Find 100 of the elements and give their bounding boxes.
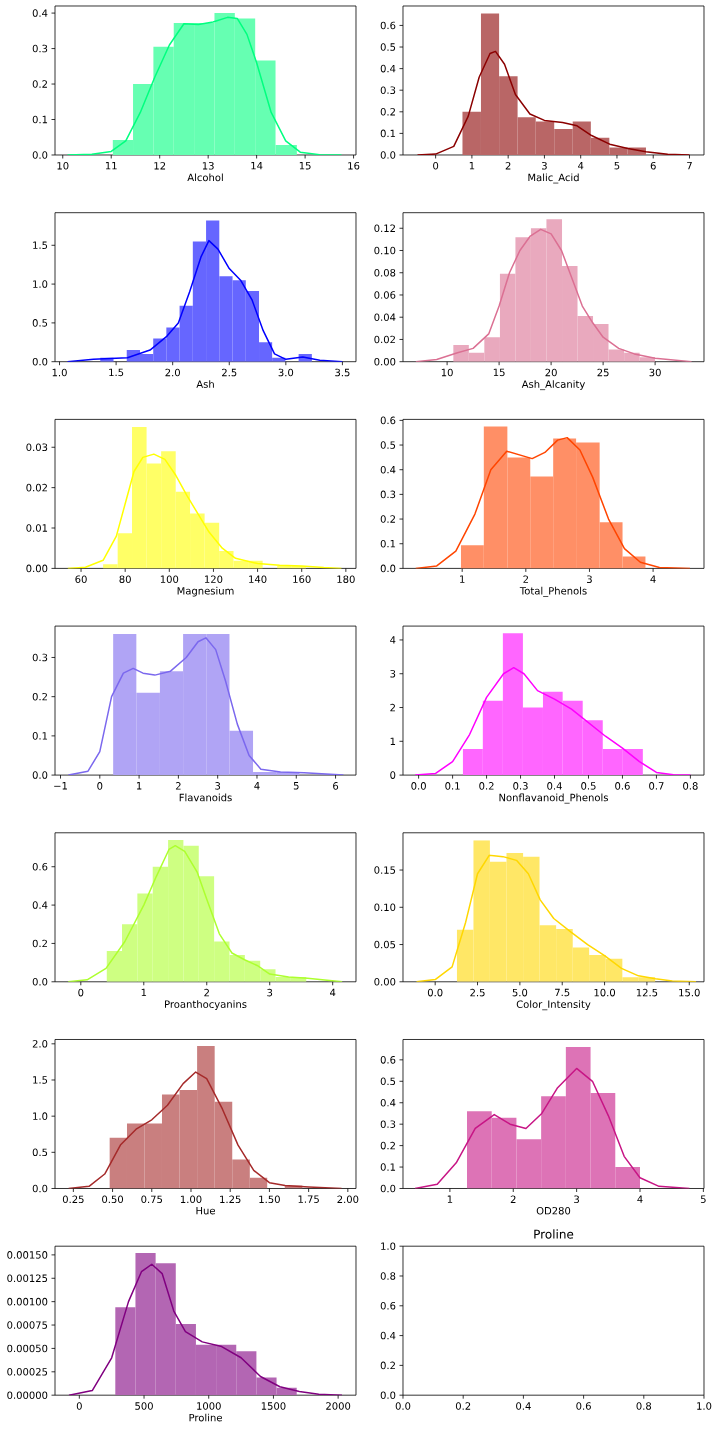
x-tick-label: 3 <box>215 782 221 790</box>
y-tick-label: 0.5 <box>32 1148 48 1157</box>
y-tick-label: 0.1 <box>380 129 396 138</box>
x-tick-label: 2.00 <box>337 1195 359 1204</box>
y-tick-label: 0.02 <box>26 483 47 492</box>
y-tick-label: 0.00 <box>374 978 396 986</box>
y-tick-label: 0.3 <box>32 653 48 662</box>
y-tick-label: 0.4 <box>380 465 396 474</box>
x-tick-label: 3 <box>542 162 547 170</box>
x-tick-label: 25 <box>597 368 609 377</box>
y-tick-label: 0.3 <box>32 44 48 53</box>
x-tick-label: 15 <box>299 162 311 170</box>
y-tick-label: 2.0 <box>32 1040 48 1048</box>
x-tick-label: 1000 <box>197 1402 221 1410</box>
y-tick-label: 0.5 <box>380 43 396 51</box>
y-tick-label: 0.4 <box>380 64 396 73</box>
x-tick-label: 5 <box>700 1195 706 1203</box>
x-tick-label: 120 <box>205 575 223 583</box>
x-tick-label: 4 <box>330 988 336 997</box>
x-tick-label: 7 <box>687 162 692 170</box>
y-tick-label: 0.1 <box>32 732 48 740</box>
x-tick-label: 5 <box>614 162 620 170</box>
x-tick-label: 3 <box>574 1195 580 1204</box>
x-axis-title: Malic_Acid <box>528 173 579 184</box>
x-tick-label: 1 <box>141 988 147 997</box>
x-tick-label: 80 <box>119 575 131 583</box>
y-tick-label: 0.4 <box>32 9 48 17</box>
y-tick-label: 0.00150 <box>7 1251 48 1259</box>
y-tick-label: 0.00 <box>26 564 48 573</box>
y-tick-label: 1.0 <box>33 280 48 288</box>
x-tick-label: 500 <box>135 1402 153 1410</box>
y-tick-label: 0.05 <box>374 940 396 949</box>
x-tick-label: 0 <box>76 1402 82 1410</box>
x-tick-label: 16 <box>348 162 360 170</box>
y-tick-label: 0.3 <box>380 86 396 94</box>
x-tick-label: 1.50 <box>259 1195 280 1204</box>
x-tick-label: 5 <box>293 782 299 790</box>
y-tick-label: 1.5 <box>33 241 48 249</box>
x-axis-title: Nonflavanoid_Phenols <box>499 793 608 804</box>
y-tick-label: 4 <box>390 636 396 644</box>
x-tick-label: 10.0 <box>594 988 616 997</box>
x-tick-label: 0.6 <box>615 782 630 790</box>
y-tick-label: 0.0 <box>32 977 48 986</box>
y-tick-label: 0 <box>390 771 396 779</box>
x-tick-label: 0.4 <box>547 782 562 790</box>
y-tick-label: 0.02 <box>374 335 395 344</box>
y-tick-label: 0.3 <box>380 1120 396 1128</box>
x-axis-title: Ash <box>196 380 214 388</box>
x-tick-label: 3 <box>587 575 592 583</box>
y-tick-label: 2 <box>390 703 395 712</box>
x-tick-label: 60 <box>75 575 87 583</box>
y-tick-label: 1.0 <box>381 1242 396 1250</box>
x-tick-label: 2 <box>204 988 209 997</box>
x-axis-title: Proanthocyanins <box>165 1000 247 1010</box>
line-series <box>68 1263 343 1396</box>
x-tick-label: 1.00 <box>180 1195 202 1204</box>
x-tick-label: 15 <box>493 368 505 377</box>
y-tick-label: 0.04 <box>374 313 396 321</box>
x-axis-title: Alcohol <box>187 173 223 182</box>
x-tick-label: 3.5 <box>335 368 350 377</box>
y-tick-label: 0.12 <box>374 224 395 233</box>
x-tick-label: 4 <box>578 162 584 170</box>
y-tick-label: 0.2 <box>380 108 395 116</box>
x-tick-label: 14 <box>251 162 263 170</box>
x-tick-label: 0 <box>97 782 103 790</box>
x-axis-title: Proline <box>189 1413 222 1422</box>
y-tick-label: 0.00125 <box>7 1274 48 1283</box>
y-tick-label: 0.2 <box>32 939 47 948</box>
y-tick-label: 0.8 <box>380 1272 396 1280</box>
y-tick-label: 0.10 <box>374 903 396 912</box>
y-tick-label: 0.6 <box>380 1056 396 1064</box>
y-tick-label: 0.6 <box>380 1301 396 1310</box>
x-tick-label: 100 <box>160 575 179 583</box>
x-tick-label: 4 <box>254 782 260 790</box>
y-tick-label: 0.00025 <box>7 1368 48 1376</box>
y-tick-label: 0.00000 <box>7 1391 48 1399</box>
y-tick-label: 0.0 <box>380 1184 396 1193</box>
x-tick-label: 13 <box>202 162 214 170</box>
x-tick-label: 1.0 <box>697 1402 712 1410</box>
y-tick-label: 0.0 <box>32 151 48 159</box>
x-tick-label: 0.7 <box>649 782 664 790</box>
x-tick-label: 2.5 <box>470 988 485 997</box>
y-tick-label: 0.2 <box>32 80 47 88</box>
x-tick-label: 1.5 <box>109 368 124 377</box>
x-axis-title: Flavanoids <box>179 793 232 802</box>
y-tick-label: 0.6 <box>380 21 396 30</box>
x-tick-label: 10 <box>57 162 69 170</box>
line-series <box>66 16 343 155</box>
y-tick-label: 0.0 <box>380 1391 396 1399</box>
x-tick-label: 2.5 <box>222 368 237 377</box>
y-tick-label: 0.0 <box>32 1184 48 1193</box>
x-axis-title: Hue <box>196 1206 215 1215</box>
x-tick-label: 1.25 <box>220 1195 241 1204</box>
y-tick-label: 0.5 <box>380 1077 396 1086</box>
y-tick-label: 0.00100 <box>7 1297 48 1306</box>
x-tick-label: 2 <box>510 1195 516 1203</box>
x-axis-title: Total_Phenols <box>519 586 587 597</box>
y-tick-label: 0.2 <box>380 1141 395 1150</box>
x-tick-label: 3.0 <box>278 368 294 377</box>
x-tick-label: 1 <box>469 162 475 170</box>
